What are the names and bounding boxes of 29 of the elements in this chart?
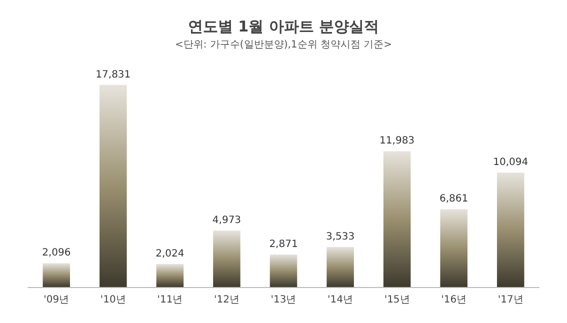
bar <box>100 84 127 287</box>
bar <box>496 172 524 287</box>
bar <box>156 264 184 287</box>
chart-title: 연도별 1월 아파트 분양실적 <box>188 18 380 36</box>
x-tick-label: '11년 <box>157 294 183 306</box>
x-tick-label: '12년 <box>214 294 240 306</box>
data-label: 3,533 <box>326 231 355 242</box>
bar <box>270 254 298 287</box>
bar <box>326 246 354 287</box>
data-label: 6,861 <box>440 194 468 205</box>
x-tick-label: '09년 <box>44 294 70 306</box>
x-tick-label: '13년 <box>270 294 296 306</box>
bar <box>42 263 70 287</box>
bar <box>440 209 468 287</box>
x-tick-label: '14년 <box>328 294 354 306</box>
bar <box>383 151 411 287</box>
data-label: 2,024 <box>156 248 184 260</box>
data-label: 17,831 <box>96 69 131 80</box>
data-label: 2,096 <box>42 248 71 259</box>
chart-subtitle: <단위: 가구수(일반분양),1순위 청약시점 기준> <box>174 40 392 50</box>
x-tick-label: '16년 <box>441 294 467 306</box>
x-tick-label: '15년 <box>384 294 410 306</box>
data-label: 11,983 <box>380 136 415 147</box>
bar <box>213 230 240 287</box>
data-label: 10,094 <box>493 157 528 168</box>
data-label: 2,871 <box>269 238 298 250</box>
x-tick-label: '17년 <box>498 294 524 306</box>
data-label: 4,973 <box>212 215 242 226</box>
x-tick-label: '10년 <box>100 294 126 306</box>
